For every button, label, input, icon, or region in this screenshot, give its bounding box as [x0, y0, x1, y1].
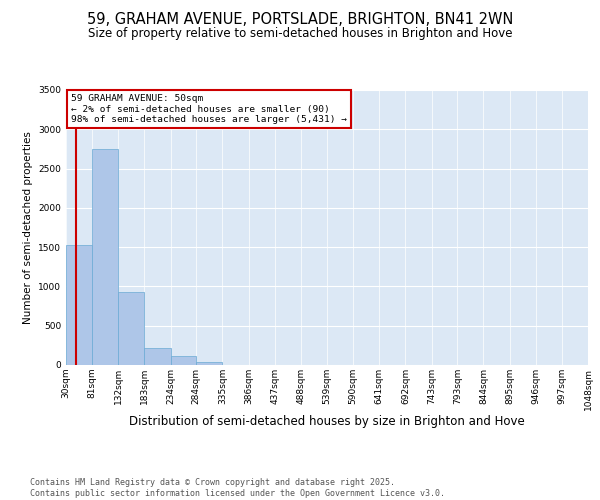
- Text: 59 GRAHAM AVENUE: 50sqm
← 2% of semi-detached houses are smaller (90)
98% of sem: 59 GRAHAM AVENUE: 50sqm ← 2% of semi-det…: [71, 94, 347, 124]
- Bar: [92, 149, 118, 365]
- Bar: [170, 356, 196, 365]
- Bar: [196, 362, 223, 365]
- Bar: [145, 348, 170, 365]
- Bar: [118, 292, 145, 365]
- X-axis label: Distribution of semi-detached houses by size in Brighton and Hove: Distribution of semi-detached houses by …: [129, 416, 525, 428]
- Text: Contains HM Land Registry data © Crown copyright and database right 2025.
Contai: Contains HM Land Registry data © Crown c…: [30, 478, 445, 498]
- Y-axis label: Number of semi-detached properties: Number of semi-detached properties: [23, 131, 32, 324]
- Text: Size of property relative to semi-detached houses in Brighton and Hove: Size of property relative to semi-detach…: [88, 28, 512, 40]
- Text: 59, GRAHAM AVENUE, PORTSLADE, BRIGHTON, BN41 2WN: 59, GRAHAM AVENUE, PORTSLADE, BRIGHTON, …: [87, 12, 513, 28]
- Bar: [66, 245, 92, 365]
